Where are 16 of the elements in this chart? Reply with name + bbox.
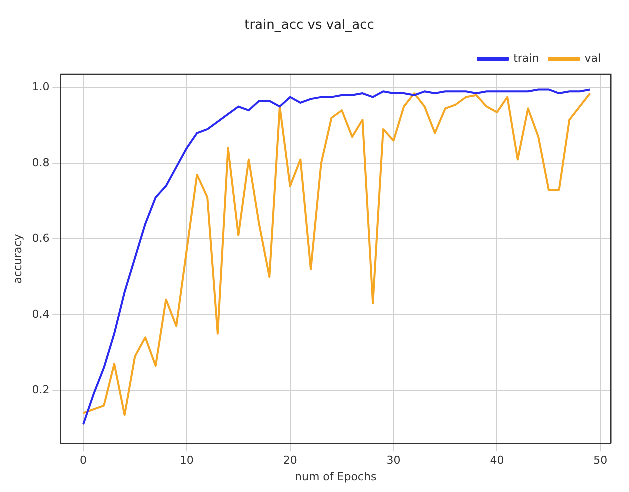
x-tick-label: 0 — [80, 454, 87, 468]
x-axis-title: num of Epochs — [295, 470, 377, 484]
x-tick-label: 30 — [386, 454, 401, 468]
chart-title: train_acc vs val_acc — [244, 18, 374, 34]
y-axis-title: accuracy — [11, 234, 24, 284]
legend-label: val — [584, 52, 602, 65]
legend-label: train — [514, 52, 540, 65]
x-tick-label: 50 — [594, 454, 608, 468]
x-tick-label: 20 — [283, 454, 298, 468]
y-tick-label: 0.6 — [32, 232, 50, 246]
y-tick-label: 1.0 — [32, 80, 50, 94]
y-tick-label: 0.8 — [32, 156, 50, 170]
y-tick-label: 0.4 — [32, 308, 50, 321]
x-tick-label: 40 — [490, 454, 504, 468]
x-tick-label: 10 — [180, 454, 194, 468]
y-tick-label: 0.2 — [32, 383, 50, 396]
